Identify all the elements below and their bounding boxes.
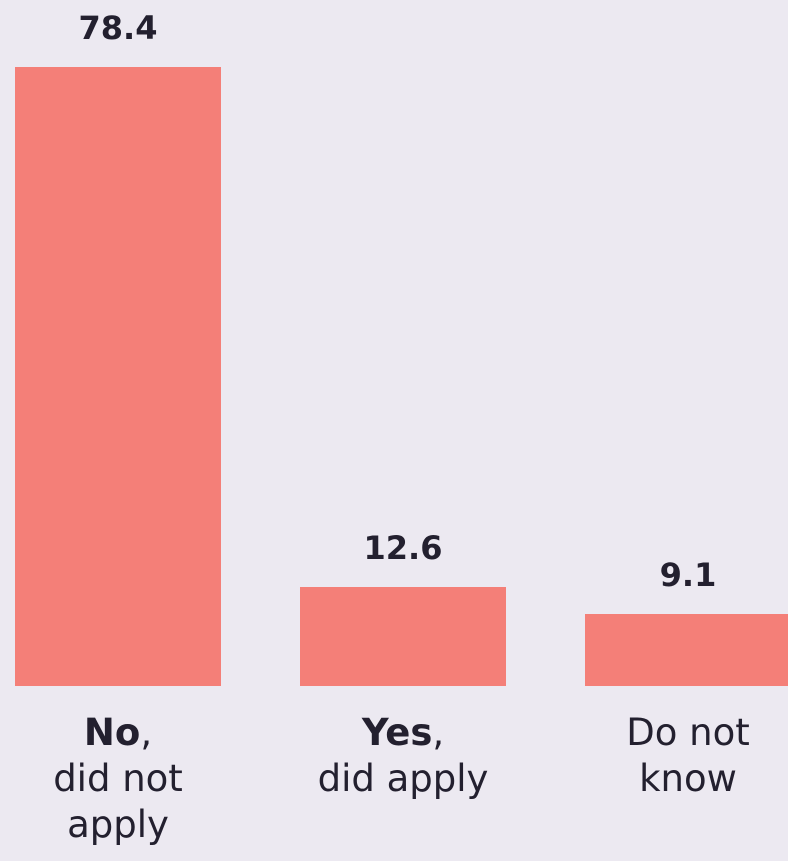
label-punct: , (140, 711, 153, 754)
bar (585, 614, 788, 686)
value-label: 9.1 (659, 556, 717, 595)
label-bold: Yes (361, 711, 433, 754)
label-text: did not apply (53, 757, 183, 846)
bar (300, 586, 506, 686)
label-text: did apply (317, 757, 489, 800)
x-tick-label: No, did not apply (8, 710, 228, 848)
bar (15, 67, 221, 686)
label-punct: , (432, 711, 445, 754)
label-text: Do not know (626, 711, 750, 800)
value-label: 12.6 (363, 528, 443, 567)
label-bold: No (83, 711, 141, 754)
x-tick-label: Do not know (578, 710, 788, 802)
value-label: 78.4 (78, 9, 158, 47)
x-tick-label: Yes, did apply (293, 710, 513, 802)
